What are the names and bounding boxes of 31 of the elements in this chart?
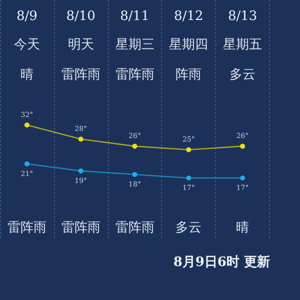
text: 明天 bbox=[68, 38, 94, 52]
point bbox=[186, 147, 192, 152]
text: 多云 bbox=[176, 220, 202, 236]
x-tick-label: 8/13 bbox=[228, 9, 258, 24]
text: 晴 bbox=[236, 220, 250, 236]
text: 星期三 bbox=[115, 38, 154, 52]
text: 8月9日6时 更新 bbox=[173, 254, 270, 270]
text: 雷阵雨 bbox=[115, 220, 154, 236]
x-tick-label: 8/9 bbox=[16, 9, 38, 24]
point bbox=[186, 176, 192, 180]
text: 晴 bbox=[20, 68, 34, 82]
text: 雷阵雨 bbox=[61, 68, 100, 82]
point bbox=[240, 176, 246, 180]
text: 星期四 bbox=[169, 38, 208, 52]
point bbox=[240, 144, 246, 149]
text: 雷阵雨 bbox=[115, 68, 154, 82]
x-tick-label: 8/10 bbox=[66, 9, 96, 24]
text: 今天 bbox=[14, 38, 40, 52]
text: 阵雨 bbox=[176, 68, 202, 82]
text: 雷阵雨 bbox=[7, 220, 46, 236]
point bbox=[132, 172, 138, 177]
text: 星期五 bbox=[223, 38, 262, 52]
text: 多云 bbox=[230, 68, 256, 82]
text: 雷阵雨 bbox=[61, 220, 100, 236]
point bbox=[24, 122, 30, 128]
point bbox=[78, 168, 84, 174]
point bbox=[132, 144, 138, 149]
point bbox=[78, 136, 84, 142]
point bbox=[24, 161, 30, 166]
x-tick-label: 8/11 bbox=[120, 9, 150, 24]
x-tick-label: 8/12 bbox=[174, 9, 204, 24]
